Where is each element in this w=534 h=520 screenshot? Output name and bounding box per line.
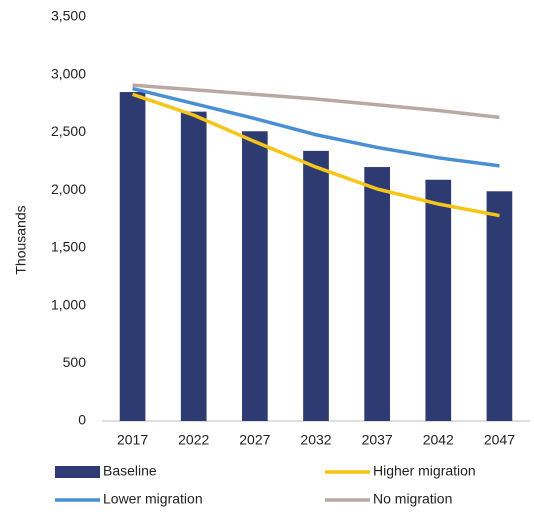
y-tick-label: 1,000 xyxy=(51,296,86,312)
legend-label: Lower migration xyxy=(103,491,203,507)
y-tick-label: 3,500 xyxy=(51,8,86,24)
x-tick-label: 2032 xyxy=(300,432,331,448)
bar xyxy=(180,111,207,421)
y-tick-label: 3,000 xyxy=(51,65,86,81)
line xyxy=(132,83,500,120)
y-tick-label: 2,000 xyxy=(51,181,86,197)
x-tick-label: 2037 xyxy=(362,432,393,448)
line xyxy=(132,92,500,218)
legend-label: No migration xyxy=(373,491,452,507)
legend-label: Baseline xyxy=(103,463,157,479)
legend-swatch xyxy=(55,466,100,478)
y-axis-label: Thousands xyxy=(13,205,29,274)
x-tick-label: 2017 xyxy=(117,432,148,448)
bar xyxy=(242,131,268,421)
bar xyxy=(303,150,329,421)
y-tick-label: 500 xyxy=(63,354,87,370)
bar xyxy=(364,167,390,421)
bar xyxy=(119,92,146,422)
x-tick-label: 2022 xyxy=(178,432,209,448)
x-tick-label: 2047 xyxy=(484,432,515,448)
bar xyxy=(425,179,452,421)
y-tick-label: 1,500 xyxy=(51,239,86,255)
y-tick-label: 2,500 xyxy=(51,123,86,139)
x-tick-label: 2042 xyxy=(423,432,454,448)
bar xyxy=(486,191,513,421)
legend-label: Higher migration xyxy=(373,463,476,479)
y-tick-label: 0 xyxy=(78,412,86,428)
line xyxy=(132,86,500,168)
x-tick-label: 2027 xyxy=(239,432,270,448)
